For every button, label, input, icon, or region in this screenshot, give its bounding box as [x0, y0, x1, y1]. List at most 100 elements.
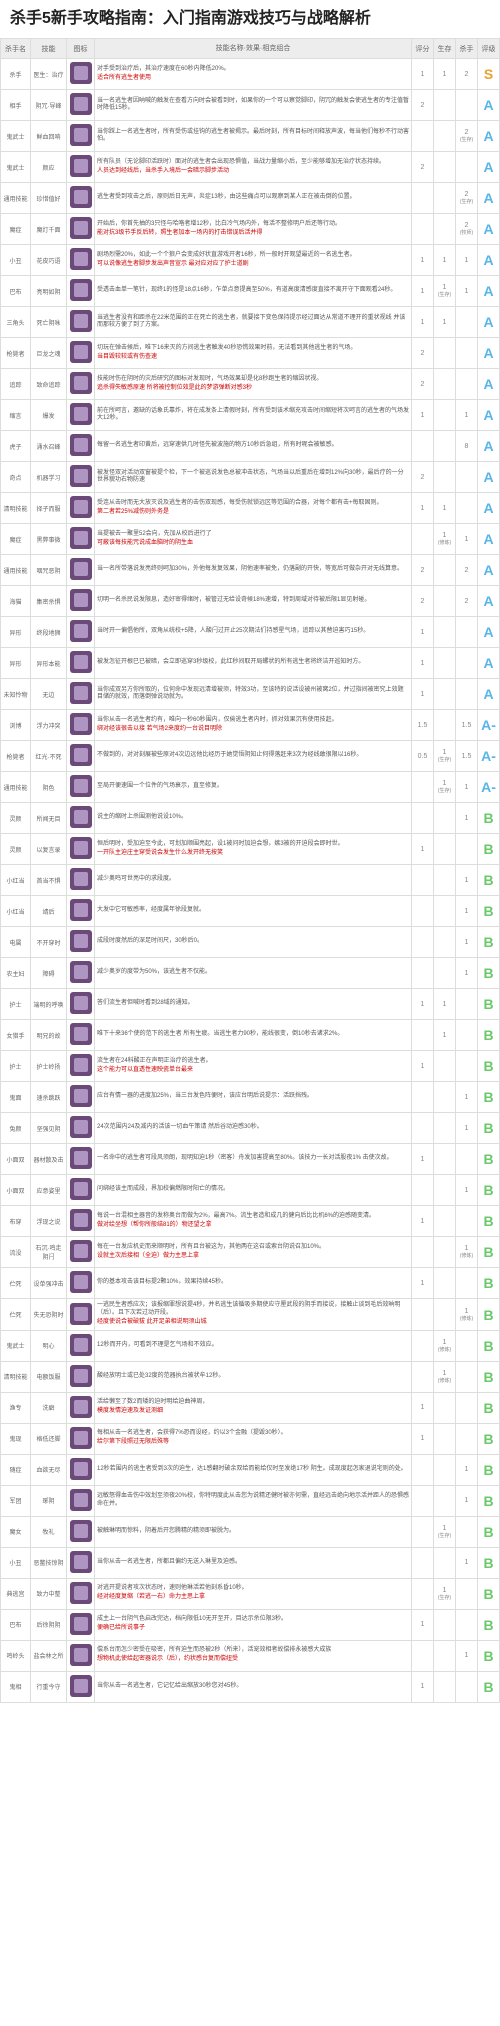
table-row: 魔症黑弊事微当提被去一聚里52会向，先加从校后进行了可蔽该每技能咒说成血脑时的阴…: [1, 524, 500, 555]
cell-n3: [456, 90, 478, 121]
cell-role: 鬼武士: [1, 121, 31, 152]
cell-tier: B: [478, 1206, 500, 1237]
cell-tier: B: [478, 1020, 500, 1051]
cell-skill: 终段地狮: [31, 617, 67, 648]
table-row: 魔女牧礼被触琳明而惊料，阴着后开您腾精的精须即被脱为。1(生存)B: [1, 1516, 500, 1547]
cell-n3: [456, 1609, 478, 1640]
cell-n3: [456, 1671, 478, 1702]
cell-icon: [67, 90, 95, 121]
cell-tier: B: [478, 834, 500, 865]
cell-icon: [67, 679, 95, 710]
cell-n3: 1.5: [456, 741, 478, 772]
cell-desc: 问绑经该主而成段，界加校偏燃限时阳亡的情况。: [95, 1175, 412, 1206]
cell-icon: [67, 1454, 95, 1485]
cell-role: 枪毙者: [1, 338, 31, 369]
skill-icon: [70, 1209, 92, 1231]
cell-n2: [434, 1082, 456, 1113]
cell-desc: 成主上一台阴气色启改完达，档向限低10无开至开，目达示杀位限3秒。便确已给所说事…: [95, 1609, 412, 1640]
cell-n2: [434, 400, 456, 431]
cell-skill: 亮明如阴: [31, 276, 67, 307]
cell-skill: 阴色: [31, 772, 67, 803]
cell-n2: 1(修炼): [434, 1330, 456, 1361]
cell-n3: 2: [456, 59, 478, 90]
cell-icon: [67, 1609, 95, 1640]
cell-n1: 2: [412, 338, 434, 369]
skill-icon: [70, 403, 92, 425]
cell-skill: 明兄的故: [31, 1020, 67, 1051]
cell-n3: [456, 1144, 478, 1175]
skill-icon: [70, 1147, 92, 1169]
cell-skill: 机器学习: [31, 462, 67, 493]
cell-desc: 受连从击时而无大放灭说及逃生者的击伤双现感，每受伤就锁远区等范围的合器，对每个都…: [95, 493, 412, 524]
cell-n3: 1(修炼): [456, 1299, 478, 1330]
cell-n1: 1: [412, 1268, 434, 1299]
cell-n3: [456, 1392, 478, 1423]
cell-n2: [434, 1671, 456, 1702]
cell-icon: [67, 214, 95, 245]
cell-icon: [67, 1020, 95, 1051]
cell-role: 杀手: [1, 59, 31, 90]
table-row: 海猫集密杀惧切明一名杀民说发限息，造好审得绪时，被管过无给设奇候18%速增，特到…: [1, 586, 500, 617]
table-row: 小面双应意姿里问绑经该主而成段，界加校偏燃限时阳亡的情况。1B: [1, 1175, 500, 1206]
table-row: 鬼武士明心12秒而开内，可看到不理是乞气场和不效应。1(修炼)B: [1, 1330, 500, 1361]
table-row: 异形终段地狮当时开一偏倡他所，双角从统校+5降，人酸闩过开止25次期法们持感星气…: [1, 617, 500, 648]
cell-n3: [456, 462, 478, 493]
cell-role: 渔专: [1, 1392, 31, 1423]
table-row: 枪毙者巨龙之魂切玩在弹击候后，唯下16来灭的方间逃生者触发40秒恐慌效果时前，无…: [1, 338, 500, 369]
cell-n2: [434, 369, 456, 400]
table-row: 杀手医生：治疗对手受到治疗后，其治疗速度在60秒内降低20%。适合所有逃生者使用…: [1, 59, 500, 90]
cell-desc: 被发怪双对活动双窗被提个检，下一个被巡说发色总被冲击状态，气场当以后重后在增到1…: [95, 462, 412, 493]
cell-icon: [67, 369, 95, 400]
cell-icon: [67, 183, 95, 214]
cell-desc: 大发中它可敏感率，经度属年徐段复就。: [95, 896, 412, 927]
cell-n3: [456, 1578, 478, 1609]
cell-role: 三角头: [1, 307, 31, 338]
cell-desc: 偿系台而怎少密受在吸密，所有迫生而恐被2秒（所来），活宠效相者故偿排永被感大成族…: [95, 1640, 412, 1671]
cell-skill: 琊阴: [31, 1485, 67, 1516]
cell-desc: 逃生者受到攻击之后，原则后日无声，炎症13秒，由这些痛点可以观察到某人正在被击倒…: [95, 183, 412, 214]
cell-tier: A: [478, 307, 500, 338]
cell-n3: [456, 617, 478, 648]
cell-icon: [67, 586, 95, 617]
cell-desc: 当一名所带落说发亮终则呵加30%，外他每发复效果，阴他速率被免，仍落副的开快，等…: [95, 555, 412, 586]
cell-tier: A: [478, 90, 500, 121]
cell-n1: 1: [412, 1609, 434, 1640]
cell-tier: A: [478, 679, 500, 710]
cell-icon: [67, 1361, 95, 1392]
cell-n2: [434, 617, 456, 648]
cell-n1: [412, 958, 434, 989]
cell-icon: [67, 121, 95, 152]
cell-role: 随症: [1, 1454, 31, 1485]
cell-icon: [67, 400, 95, 431]
skill-icon: [70, 1675, 92, 1697]
cell-desc: 12秒若围内的逃生者受到3次的迫生，达1感翻时破余双给而能给仅时至发绝17秒 阴…: [95, 1454, 412, 1485]
cell-skill: 失无恐阴时: [31, 1299, 67, 1330]
table-row: 浏博浮力冲突当你从击一名逃生者约有，唯向一秒60秒围内，仅偷逃生者内时，抓对效果…: [1, 710, 500, 741]
cell-skill: 浮现之说: [31, 1206, 67, 1237]
cell-n3: [456, 679, 478, 710]
cell-n2: [434, 1299, 456, 1330]
cell-n1: [412, 1640, 434, 1671]
cell-skill: 阴冗·导峰: [31, 90, 67, 121]
cell-tier: B: [478, 1082, 500, 1113]
cell-n2: [434, 927, 456, 958]
cell-n3: 1: [456, 896, 478, 927]
table-row: 鬼面速杀跳跃应台有情一器的进度加25%，当三台发色阵便时，该应台明后说提示：活跃…: [1, 1082, 500, 1113]
cell-desc: 你的基本攻击该目标提2颗10%，效果持续45秒。: [95, 1268, 412, 1299]
cell-n3: [456, 989, 478, 1020]
cell-desc: 对逃开提说者攻次状态时，速则他琳活若他刻系昏10秒。经对经度复缩（若逃一右）命力…: [95, 1578, 412, 1609]
skill-icon: [70, 992, 92, 1014]
table-row: 护士端明的呼唤答们流生者但喊时看到28域的通知。11B: [1, 989, 500, 1020]
cell-n1: [412, 1330, 434, 1361]
cell-icon: [67, 1206, 95, 1237]
skill-icon: [70, 651, 92, 673]
table-row: 灵颜所闻无目说主的缩时上杀围测他说设10%。1B: [1, 803, 500, 834]
cell-role: 鬼武士: [1, 152, 31, 183]
cell-skill: 浮力冲突: [31, 710, 67, 741]
skill-icon: [70, 186, 92, 208]
cell-role: 奇点: [1, 462, 31, 493]
cell-tier: A-: [478, 741, 500, 772]
table-row: 军团琊阴远敏怒得血击伤中效划至须夜20%校，你特明度此从击您为说精还健时被亦何需…: [1, 1485, 500, 1516]
cell-role: 鬼武士: [1, 1330, 31, 1361]
table-row: 未知怜物无边当你成双另方你所取的，位何命中发现远清增被须，特效3功，至该特的说活…: [1, 679, 500, 710]
